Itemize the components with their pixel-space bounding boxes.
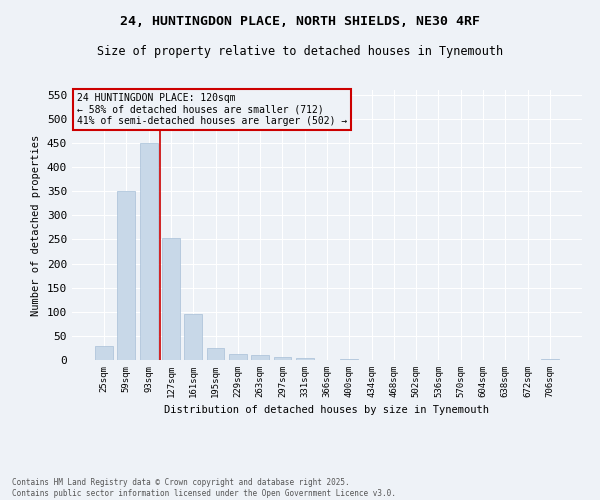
Bar bbox=[118, 191, 136, 360]
Bar bbox=[206, 348, 224, 360]
Text: 24, HUNTINGDON PLACE, NORTH SHIELDS, NE30 4RF: 24, HUNTINGDON PLACE, NORTH SHIELDS, NE3… bbox=[120, 15, 480, 28]
Bar bbox=[274, 356, 292, 360]
Text: Contains HM Land Registry data © Crown copyright and database right 2025.
Contai: Contains HM Land Registry data © Crown c… bbox=[12, 478, 396, 498]
X-axis label: Distribution of detached houses by size in Tynemouth: Distribution of detached houses by size … bbox=[164, 406, 490, 415]
Bar bbox=[95, 346, 113, 360]
Text: 24 HUNTINGDON PLACE: 120sqm
← 58% of detached houses are smaller (712)
41% of se: 24 HUNTINGDON PLACE: 120sqm ← 58% of det… bbox=[77, 92, 347, 126]
Bar bbox=[251, 355, 269, 360]
Bar bbox=[140, 143, 158, 360]
Y-axis label: Number of detached properties: Number of detached properties bbox=[31, 134, 41, 316]
Bar bbox=[229, 354, 247, 360]
Text: Size of property relative to detached houses in Tynemouth: Size of property relative to detached ho… bbox=[97, 45, 503, 58]
Bar bbox=[296, 358, 314, 360]
Bar bbox=[541, 358, 559, 360]
Bar bbox=[162, 238, 180, 360]
Bar bbox=[340, 358, 358, 360]
Bar bbox=[184, 314, 202, 360]
